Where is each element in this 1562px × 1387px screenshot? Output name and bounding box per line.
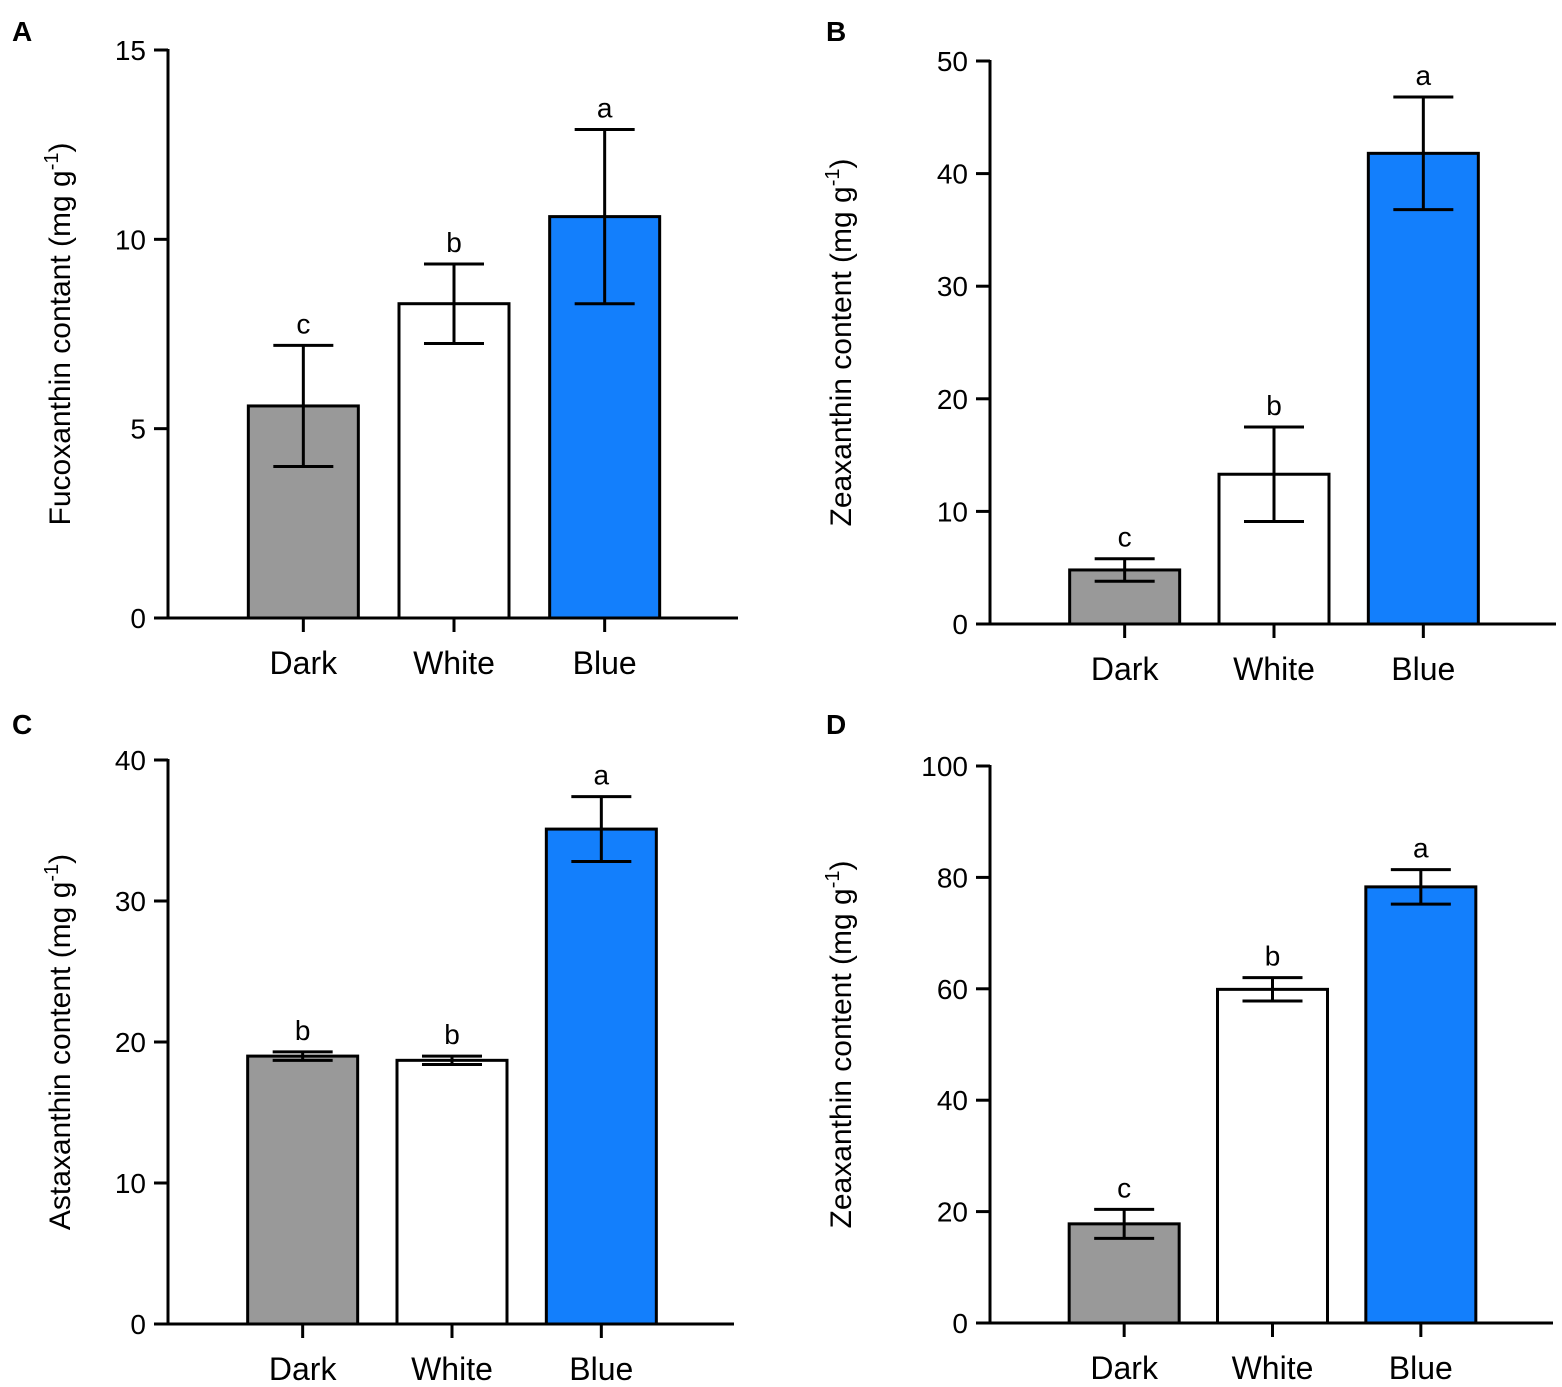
y-tick-label: 30 xyxy=(115,886,146,917)
bar-blue xyxy=(544,827,658,1326)
bar-chart-d: 0 20 40 60 80 100 Zeaxanthin content (mg g-1) c… xyxy=(822,751,1553,1386)
significance-letter: a xyxy=(597,93,613,124)
significance-letter: c xyxy=(1117,1172,1131,1203)
bar-dark xyxy=(246,1054,360,1326)
panel-letter-b: B xyxy=(826,16,847,47)
significance-letter: a xyxy=(1413,833,1429,864)
y-tick-label: 60 xyxy=(937,974,968,1005)
significance-letter: b xyxy=(1266,390,1282,421)
chart-panel-a: A 0 5 10 15 Fucoxanthin contant (mg g-1) c Dar… xyxy=(0,0,781,694)
bar-dark xyxy=(1067,1222,1181,1325)
y-tick-label: 0 xyxy=(952,1308,968,1339)
significance-letter: a xyxy=(1416,60,1432,91)
x-tick-label: Blue xyxy=(569,1351,633,1387)
significance-letter: c xyxy=(296,308,310,339)
x-tick-label: Blue xyxy=(1389,1350,1453,1386)
y-tick-label: 20 xyxy=(937,1197,968,1228)
bar-blue xyxy=(1364,885,1478,1325)
y-tick-label: 10 xyxy=(115,1168,146,1199)
significance-letter: c xyxy=(1118,522,1132,553)
x-tick-label: Dark xyxy=(270,645,339,681)
y-axis-label: Zeaxanthin content (mg g-1) xyxy=(822,861,858,1229)
x-tick-label: White xyxy=(411,1351,493,1387)
panel-letter-d: D xyxy=(826,709,847,740)
chart-panel-c: C 0 10 20 30 40 Astaxanthin content (mg g-1) b… xyxy=(0,694,781,1387)
y-tick-label: 40 xyxy=(115,745,146,776)
x-tick-label: White xyxy=(1232,1350,1314,1386)
x-tick-label: Blue xyxy=(1391,651,1455,687)
panel-letter-c: C xyxy=(12,709,33,740)
y-axis-label: Fucoxanthin contant (mg g-1) xyxy=(41,143,77,526)
panel-letter-a: A xyxy=(12,16,33,47)
bar-chart-a: 0 5 10 15 Fucoxanthin contant (mg g-1) c Dark b… xyxy=(41,35,738,681)
x-tick-label: White xyxy=(413,645,495,681)
significance-letter: b xyxy=(444,1019,460,1050)
x-tick-label: Blue xyxy=(573,645,637,681)
y-tick-label: 30 xyxy=(937,271,968,302)
y-tick-label: 0 xyxy=(130,603,146,634)
y-tick-label: 20 xyxy=(115,1027,146,1058)
x-tick-label: Dark xyxy=(269,1351,338,1387)
x-tick-label: Dark xyxy=(1091,651,1160,687)
y-tick-label: 15 xyxy=(115,35,146,66)
bar-blue xyxy=(1366,151,1480,626)
y-tick-label: 40 xyxy=(937,1085,968,1116)
chart-panel-b: B 0 10 20 30 40 50 Zeaxanthin content (mg g-1)… xyxy=(781,0,1562,694)
significance-letter: b xyxy=(295,1015,311,1046)
y-tick-label: 0 xyxy=(952,609,968,640)
y-tick-label: 50 xyxy=(937,46,968,77)
bar-chart-b: 0 10 20 30 40 50 Zeaxanthin content (mg g-1) c D… xyxy=(822,46,1556,687)
bar-white xyxy=(1216,987,1329,1325)
significance-letter: b xyxy=(446,227,462,258)
y-axis-label: Zeaxanthin content (mg g-1) xyxy=(822,159,858,527)
significance-letter: b xyxy=(1265,941,1281,972)
bar-chart-c: 0 10 20 30 40 Astaxanthin content (mg g-1) b Da… xyxy=(41,745,734,1387)
chart-panel-d: D 0 20 40 60 80 100 Zeaxanthin content (mg g-1… xyxy=(781,694,1562,1387)
y-tick-label: 80 xyxy=(937,862,968,893)
significance-letter: a xyxy=(594,760,610,791)
x-tick-label: White xyxy=(1233,651,1315,687)
bar-white xyxy=(395,1058,509,1326)
y-tick-label: 40 xyxy=(937,159,968,190)
y-tick-label: 100 xyxy=(921,751,968,782)
y-tick-label: 20 xyxy=(937,384,968,415)
y-tick-label: 0 xyxy=(130,1309,146,1340)
x-tick-label: Dark xyxy=(1090,1350,1159,1386)
y-tick-label: 10 xyxy=(115,224,146,255)
bar-white xyxy=(397,302,511,620)
y-tick-label: 10 xyxy=(937,496,968,527)
y-axis-label: Astaxanthin content (mg g-1) xyxy=(41,854,77,1230)
y-tick-label: 5 xyxy=(130,414,146,445)
